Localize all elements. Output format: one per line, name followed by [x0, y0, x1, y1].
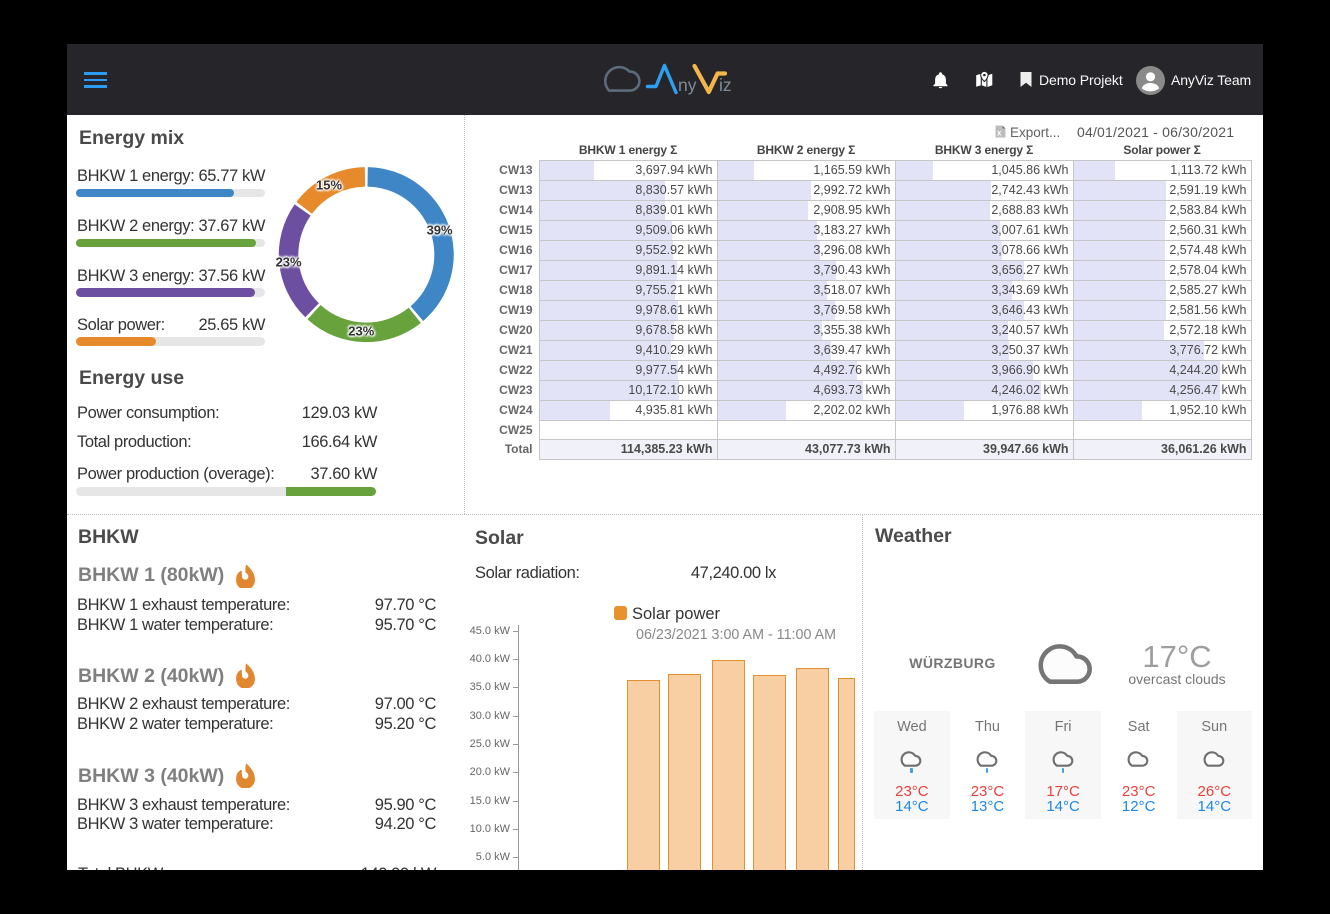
svg-text:iz: iz — [719, 75, 732, 95]
svg-text:ny: ny — [678, 75, 697, 95]
svg-text:x: x — [997, 129, 1002, 138]
